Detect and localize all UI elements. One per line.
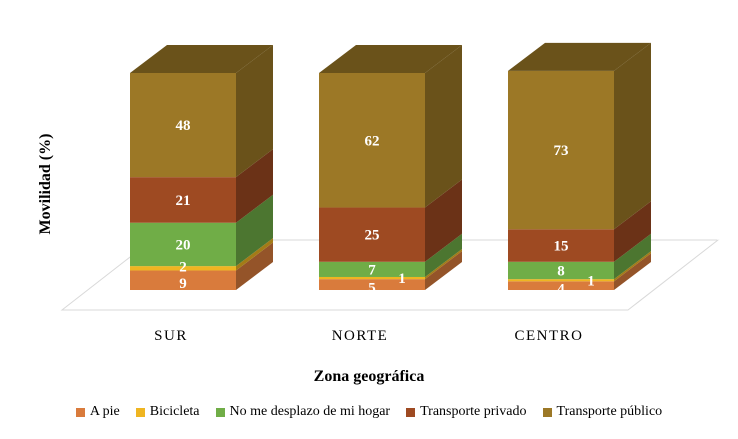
x-tick-label: NORTE	[332, 328, 389, 344]
legend-swatch	[406, 407, 416, 417]
bar-top	[130, 45, 273, 73]
bar-side	[425, 248, 462, 280]
data-label: 48	[176, 118, 191, 134]
bar-segment	[130, 73, 236, 178]
legend-swatch	[215, 407, 225, 417]
bar-segment	[130, 177, 236, 223]
data-label: 15	[554, 239, 569, 255]
legend-item: Transporte público	[542, 404, 663, 420]
bar-segment	[319, 207, 425, 262]
data-label: 4	[557, 282, 565, 298]
data-label: 8	[557, 263, 565, 279]
data-label: 20	[176, 237, 191, 253]
data-label: 1	[587, 273, 595, 289]
legend-label: A pie	[89, 404, 120, 419]
data-label: 21	[176, 193, 191, 209]
legend: A pie Bicicleta No me desplazo de mi hogar…	[0, 404, 738, 420]
bar-segment	[508, 281, 614, 290]
x-tick-label: SUR	[154, 328, 188, 344]
bar-side	[614, 201, 651, 262]
bar-segment	[508, 261, 614, 280]
bar-side	[236, 45, 273, 178]
bar-segment	[130, 270, 236, 290]
bar-side	[425, 233, 462, 277]
bar-segment	[508, 229, 614, 262]
y-axis-label: Movilidad (%)	[37, 133, 54, 235]
bar-side	[614, 233, 651, 280]
bar-segment	[130, 222, 236, 267]
legend-item: No me desplazo de mi hogar	[215, 404, 391, 420]
legend-label: Transporte público	[556, 404, 663, 419]
legend-swatch	[542, 407, 552, 417]
legend-item: A pie	[75, 404, 120, 420]
bar-side	[425, 251, 462, 290]
bar-segment	[508, 279, 614, 282]
bar-top	[319, 45, 462, 73]
data-label: 7	[368, 262, 376, 278]
bar-segment	[319, 279, 425, 290]
data-label: 62	[365, 133, 380, 149]
bar-side	[425, 179, 462, 262]
x-axis-label: Zona geográfica	[313, 368, 425, 385]
data-label: 9	[179, 276, 187, 292]
bar-side	[614, 251, 651, 282]
bar-side	[614, 253, 651, 290]
data-label: 2	[179, 259, 187, 275]
legend-label: Transporte privado	[420, 404, 527, 419]
bar-side	[425, 45, 462, 208]
legend-label: No me desplazo de mi hogar	[229, 404, 391, 419]
bar-segment	[130, 266, 236, 271]
bar-side	[236, 238, 273, 271]
legend-item: Transporte privado	[406, 404, 527, 420]
x-tick-label: CENTRO	[515, 328, 584, 344]
bar-side	[614, 42, 651, 230]
legend-swatch	[75, 407, 85, 417]
data-label: 73	[554, 143, 569, 159]
legend-swatch	[135, 407, 145, 417]
bar-segment	[319, 73, 425, 208]
data-label: 5	[368, 281, 376, 297]
legend-item: Bicicleta	[135, 404, 200, 420]
bar-side	[236, 149, 273, 223]
legend-label: Bicicleta	[149, 404, 200, 419]
bar-segment	[319, 276, 425, 280]
data-label: 1	[398, 271, 406, 287]
bar-side	[236, 242, 273, 290]
bar-top	[508, 42, 651, 71]
bar-segment	[319, 261, 425, 277]
bar-segment	[508, 70, 614, 230]
bar-side	[236, 194, 273, 267]
data-label: 25	[365, 228, 380, 244]
